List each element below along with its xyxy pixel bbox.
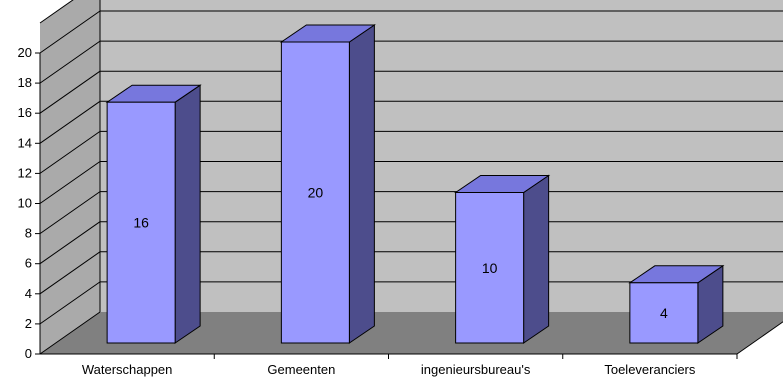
y-axis: 0 2 4 6 8 10 12 14 16 18 20 (18, 45, 737, 361)
data-label: 16 (133, 215, 149, 231)
category-label: ingenieursbureau's (421, 362, 531, 377)
side-wall-top-edge (39, 0, 74, 24)
back-wall (100, 0, 783, 312)
category-label: Gemeenten (267, 362, 335, 377)
bar-2: 20 (279, 24, 376, 344)
floor (40, 312, 783, 354)
gridline-diagonal (39, 40, 101, 84)
floor-right-edge (736, 321, 783, 355)
bar-front (629, 282, 699, 344)
y-tick-label: 0 (25, 346, 32, 361)
bar-4: 4 (628, 264, 725, 344)
gridlines (39, 0, 783, 355)
y-tick-label: 8 (25, 226, 32, 241)
chart-walls (40, 0, 783, 354)
y-tick-label: 10 (18, 196, 32, 211)
gridline-diagonal (39, 221, 101, 265)
bar-side (348, 24, 375, 344)
y-tick-label: 2 (25, 316, 32, 331)
y-tick-label: 18 (18, 75, 32, 90)
category-label: Toeleveranciers (604, 362, 696, 377)
gridline-diagonal (39, 251, 101, 295)
data-label: 4 (660, 305, 668, 321)
bar-front (106, 101, 176, 344)
gridline-diagonal (39, 10, 101, 54)
gridline-diagonal (39, 130, 101, 174)
side-wall (40, 0, 100, 354)
bar-front (455, 192, 525, 344)
gridline-diagonal (39, 311, 101, 355)
bar-side (523, 174, 550, 344)
gridline-diagonal (39, 191, 101, 235)
bar-side (174, 84, 201, 344)
y-tick-label: 12 (18, 165, 32, 180)
y-tick-label: 16 (18, 105, 32, 120)
y-tick-label: 6 (25, 256, 32, 271)
y-tick-label: 4 (25, 286, 32, 301)
data-label: 10 (482, 260, 498, 276)
bar-3: 10 (454, 174, 551, 344)
y-tick-label: 20 (18, 45, 32, 60)
y-tick-label: 14 (18, 135, 32, 150)
gridline-diagonal (39, 281, 101, 325)
bar-front (280, 41, 350, 344)
data-label: 20 (308, 185, 324, 201)
bars: 16 20 10 4 (105, 24, 725, 344)
bar-1: 16 (105, 84, 202, 344)
category-labels: Waterschappen Gemeenten ingenieursbureau's… (82, 354, 738, 377)
category-label: Waterschappen (82, 362, 173, 377)
gridline-diagonal (39, 100, 101, 144)
gridline-diagonal (39, 70, 101, 114)
gridline-diagonal (39, 161, 101, 204)
